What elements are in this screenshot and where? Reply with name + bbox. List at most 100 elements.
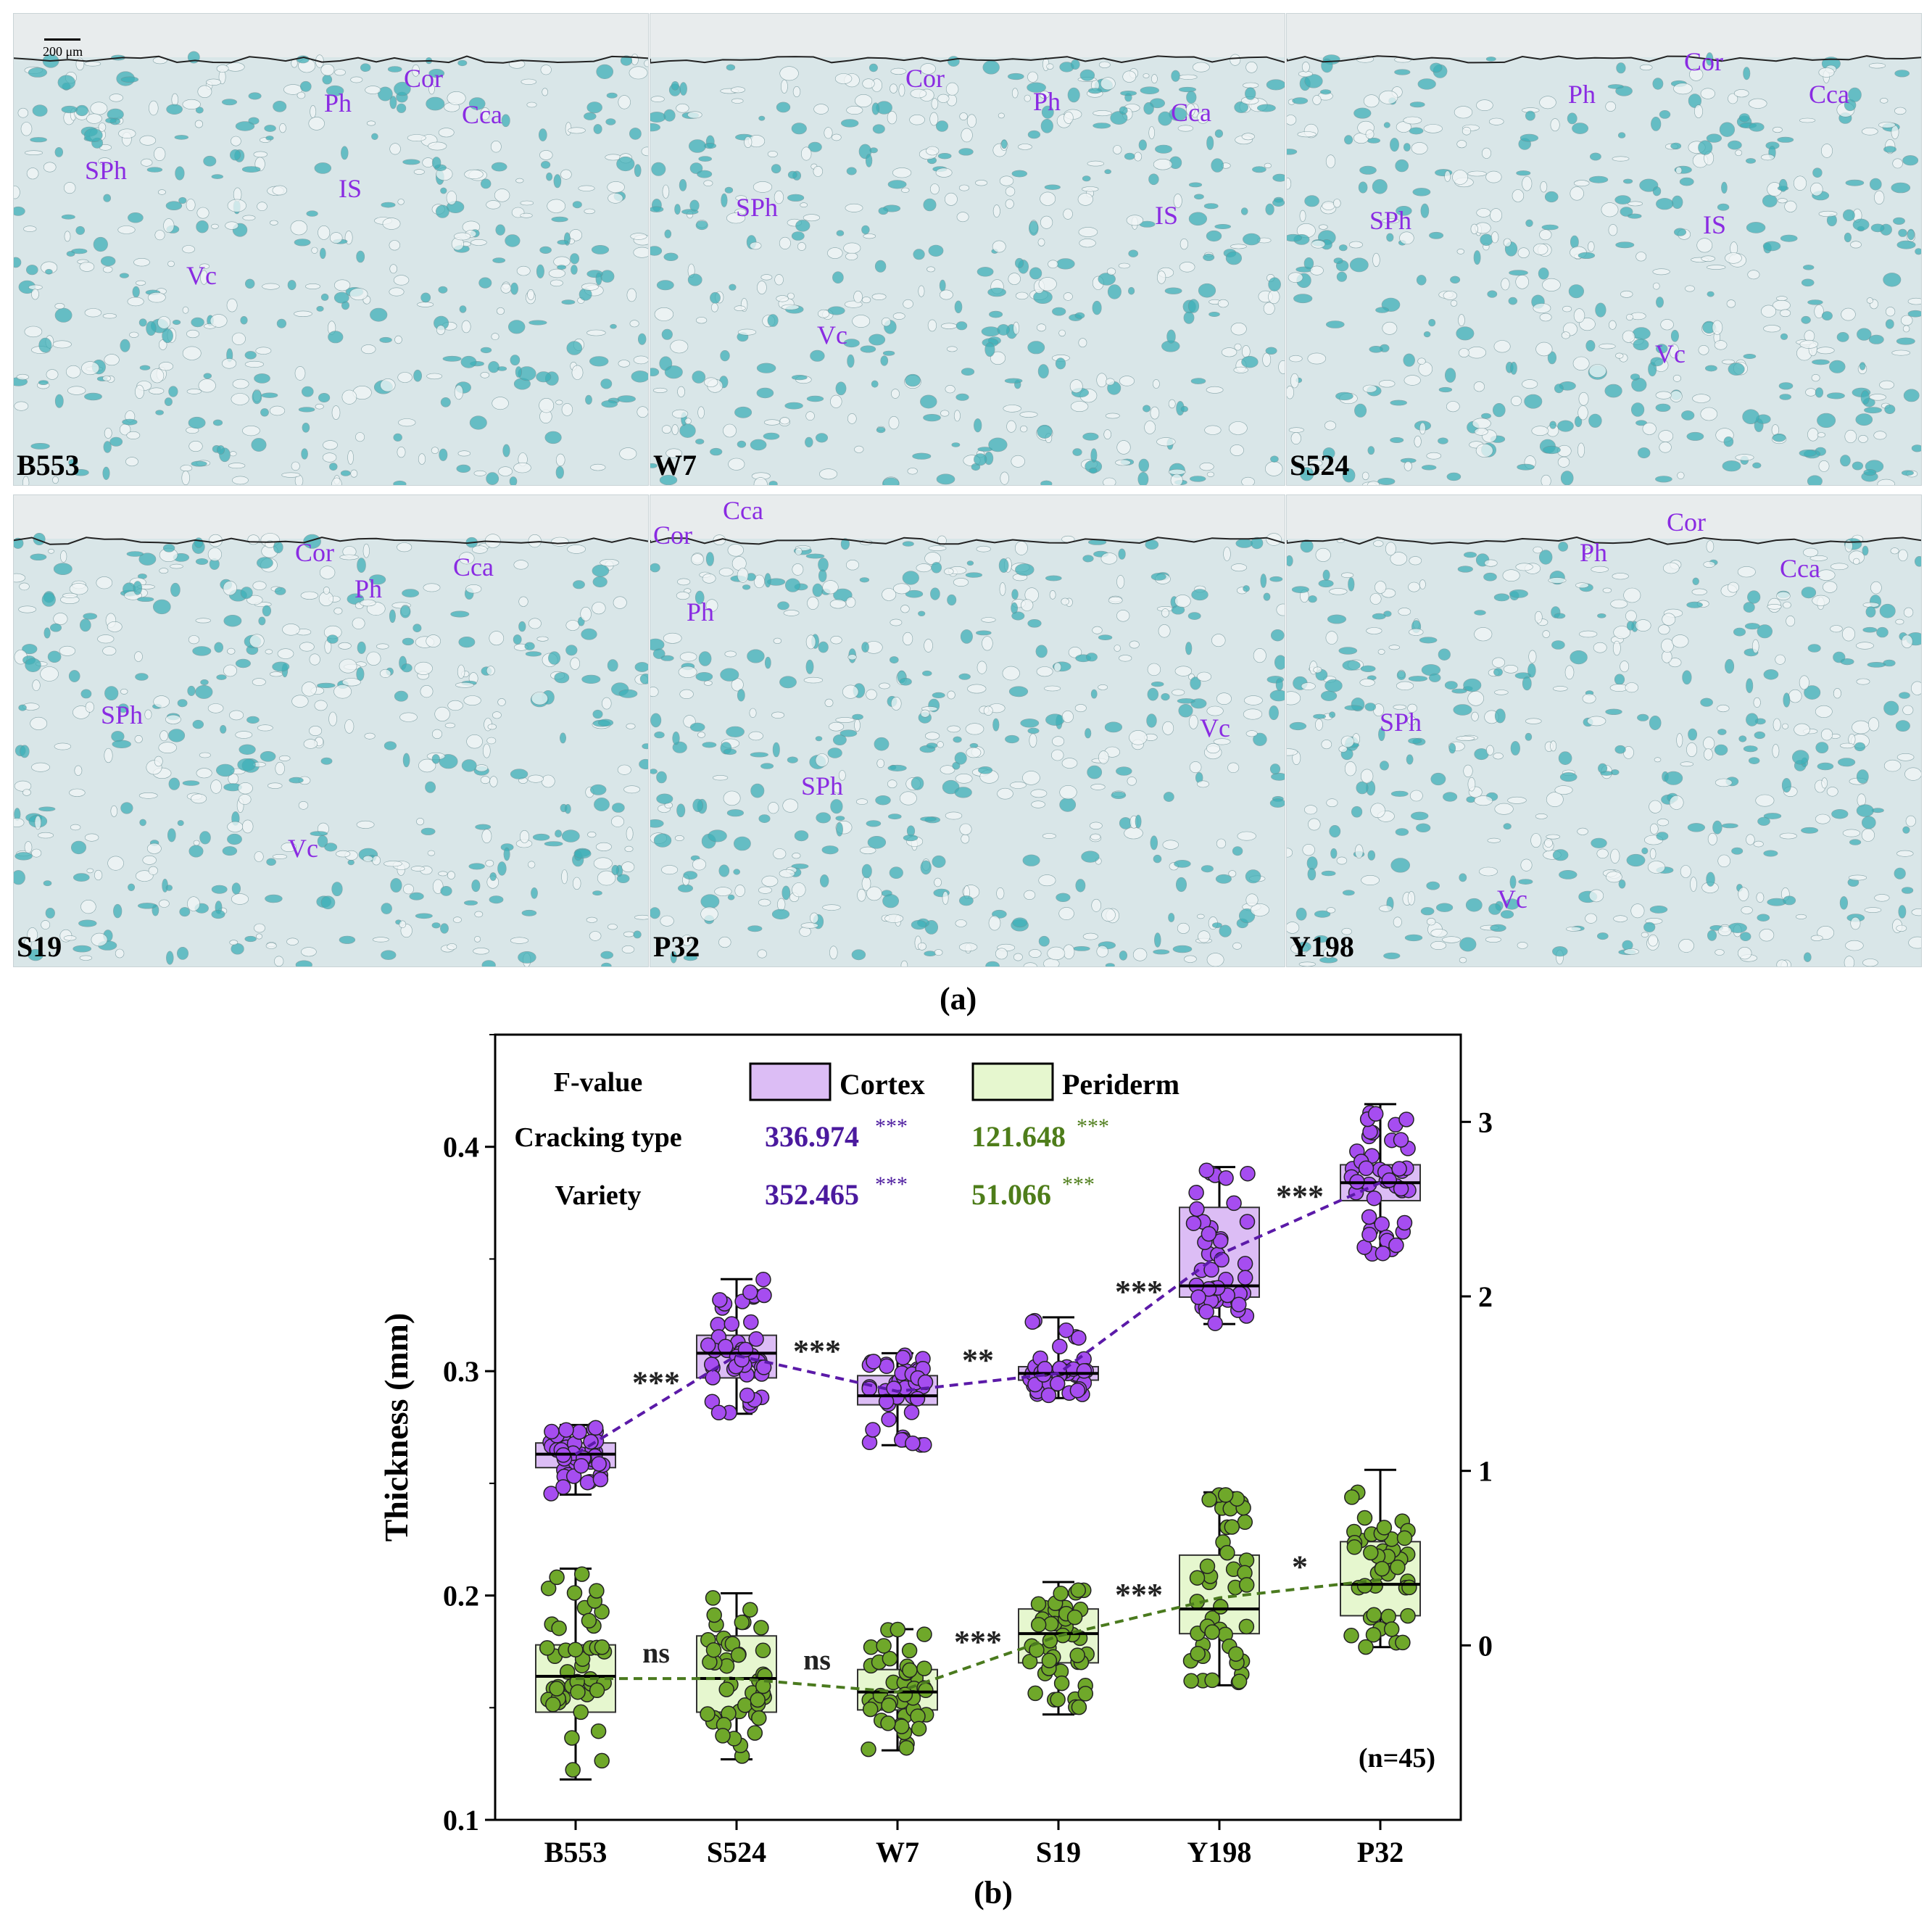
- data-point: [1237, 1270, 1253, 1286]
- data-point: [1226, 1195, 1242, 1212]
- stats-periderm-value: 121.648: [971, 1120, 1066, 1153]
- data-point: [718, 1338, 734, 1355]
- label-cor: Cor: [1684, 47, 1723, 76]
- micrograph-w7: Cor Ph Cca SPh IS Vc W7: [650, 13, 1285, 486]
- data-point: [881, 1411, 897, 1428]
- variety-label: B553: [17, 449, 80, 481]
- thickness-box-plot: 0.1 0.2 0.3 0.4 0 1 2 3 B553 S524 W7 S19 Y198 P32 Thic…: [378, 1033, 1493, 1910]
- scale-bar: [44, 38, 80, 41]
- panel-b-caption: (b): [974, 1875, 1013, 1910]
- data-point: [755, 1642, 771, 1659]
- y-tick-label: 0.3: [443, 1355, 479, 1388]
- data-point: [1363, 1544, 1379, 1561]
- data-point: [1231, 1296, 1247, 1312]
- label-sph: SPh: [101, 700, 144, 729]
- data-point: [1212, 1233, 1229, 1249]
- micrograph-p32: Cca Cor Ph SPh Vc P32: [650, 494, 1285, 967]
- data-point: [879, 1358, 895, 1375]
- data-point: [1398, 1111, 1414, 1127]
- data-point: [718, 1681, 734, 1697]
- label-ph: Ph: [355, 574, 383, 603]
- data-point: [1375, 1245, 1391, 1262]
- data-point: [594, 1639, 610, 1655]
- data-point: [1239, 1214, 1256, 1230]
- label-ph: Ph: [1568, 80, 1596, 109]
- data-point: [911, 1721, 927, 1736]
- x-tick-label: W7: [876, 1836, 919, 1868]
- data-point: [1198, 1304, 1214, 1320]
- data-point: [753, 1620, 769, 1636]
- label-cca: Cca: [453, 552, 494, 581]
- data-point: [755, 1271, 771, 1288]
- micrograph-texture: [1287, 14, 1921, 485]
- data-point: [591, 1456, 607, 1472]
- data-point: [903, 1404, 920, 1420]
- data-point: [1053, 1675, 1070, 1692]
- data-point: [710, 1404, 727, 1421]
- significance-label: ns: [642, 1636, 670, 1669]
- data-point: [573, 1566, 590, 1582]
- micrograph-s19: Cor Ph Cca SPh Vc S19: [13, 494, 649, 967]
- data-point: [742, 1602, 758, 1618]
- data-point: [1228, 1646, 1244, 1662]
- significance-label: ***: [1115, 1577, 1163, 1613]
- data-point: [1076, 1363, 1093, 1379]
- data-point: [1207, 1315, 1223, 1331]
- stats-cortex-sig: ***: [875, 1114, 908, 1138]
- data-point: [549, 1681, 565, 1697]
- data-point: [1185, 1215, 1202, 1231]
- data-point: [918, 1682, 934, 1699]
- label-ph: Ph: [1033, 87, 1061, 116]
- data-point: [905, 1435, 921, 1452]
- data-point: [916, 1660, 932, 1676]
- data-point: [700, 1337, 716, 1354]
- data-point: [1190, 1645, 1206, 1662]
- data-point: [909, 1391, 926, 1407]
- data-point: [1052, 1338, 1068, 1354]
- y-tick-label: 0.1: [443, 1804, 479, 1837]
- significance-label: ***: [793, 1333, 841, 1369]
- data-point: [1030, 1617, 1047, 1633]
- data-point: [1069, 1382, 1086, 1399]
- y-right-tick-label: 1: [1478, 1455, 1493, 1488]
- data-point: [1393, 1132, 1409, 1148]
- mean-trend-line: [576, 1578, 1381, 1694]
- data-point: [724, 1316, 740, 1332]
- y-right-tick-label: 2: [1478, 1280, 1493, 1313]
- data-point: [573, 1704, 589, 1721]
- data-point: [1361, 1209, 1377, 1225]
- y-tick-label: 0.4: [443, 1131, 479, 1164]
- label-cca: Cca: [1780, 554, 1820, 583]
- data-point: [1040, 1387, 1057, 1404]
- label-cca: Cca: [1809, 80, 1849, 109]
- data-point: [1358, 1639, 1374, 1655]
- data-point: [1224, 1519, 1240, 1535]
- data-point: [1374, 1560, 1390, 1577]
- label-ph: Ph: [687, 597, 715, 626]
- data-point: [1219, 1544, 1235, 1561]
- data-point: [564, 1730, 580, 1746]
- data-point: [1204, 1672, 1220, 1689]
- data-point: [1066, 1609, 1083, 1626]
- stats-row-label: Cracking type: [514, 1122, 681, 1153]
- data-point: [551, 1620, 567, 1636]
- significance-label: ***: [1115, 1274, 1163, 1309]
- data-point: [880, 1715, 896, 1731]
- x-tick-label: S19: [1036, 1836, 1081, 1868]
- label-vc: Vc: [1655, 339, 1686, 368]
- label-cor: Cor: [653, 521, 692, 550]
- data-point: [1361, 1227, 1377, 1243]
- label-vc: Vc: [186, 261, 217, 290]
- data-point: [1213, 1599, 1229, 1615]
- micrograph-b553: 200 μm Cor Ph Cca SPh IS Vc B553: [13, 13, 649, 486]
- data-point: [705, 1370, 721, 1386]
- data-point: [545, 1697, 561, 1713]
- significance-label: ***: [1276, 1179, 1324, 1214]
- legend-swatch-cortex: [749, 1062, 832, 1101]
- y-right-tick-label: 0: [1478, 1629, 1493, 1662]
- data-point: [1203, 1262, 1219, 1278]
- data-point: [1030, 1596, 1047, 1613]
- label-ph: Ph: [1580, 538, 1608, 567]
- data-point: [706, 1607, 722, 1623]
- data-point: [739, 1387, 755, 1404]
